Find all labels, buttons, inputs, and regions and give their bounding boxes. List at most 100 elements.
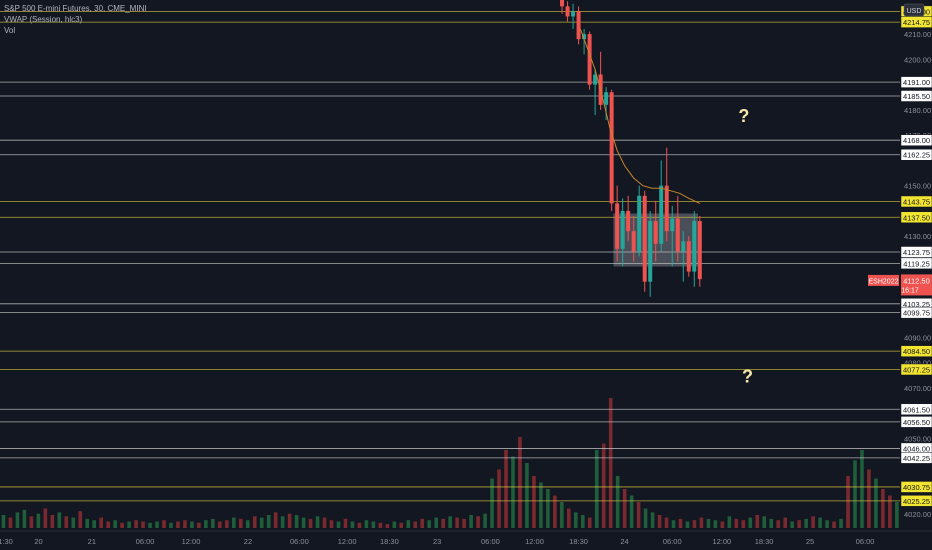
volume-bar <box>315 516 320 528</box>
volume-bar <box>888 495 892 528</box>
candle <box>615 185 620 262</box>
volume-bar <box>329 520 334 528</box>
volume-bar <box>497 469 501 528</box>
volume-bar <box>85 518 90 528</box>
volume-bar <box>720 521 725 528</box>
price-axis-layer[interactable]: 4020.004050.004070.004080.004090.004110.… <box>868 0 932 550</box>
volume-bar <box>183 520 187 528</box>
volume-bar <box>811 516 815 528</box>
volume-bar <box>134 520 138 528</box>
volume-bar <box>762 516 767 528</box>
volume-bar <box>734 518 739 528</box>
volume-bar <box>406 520 411 528</box>
volume-bar <box>776 520 781 528</box>
price-tick-label: 4150.00 <box>904 182 931 191</box>
volume-bar <box>392 521 397 528</box>
time-tick-label: 12:00 <box>712 537 731 546</box>
price-tick-label: 4070.00 <box>904 384 931 393</box>
volume-bar <box>162 520 166 528</box>
volume-bar <box>155 521 159 528</box>
volume-bar <box>678 518 683 528</box>
level-price-label: 4123.75 <box>903 248 930 257</box>
candle <box>675 195 680 262</box>
level-price-badge <box>900 495 932 507</box>
volume-bar <box>127 521 131 528</box>
vwap-line <box>579 28 701 204</box>
candle <box>593 69 598 115</box>
volume-bar <box>259 517 264 528</box>
time-tick-label: 18:30 <box>755 537 774 546</box>
level-price-badge <box>900 345 932 357</box>
volume-bar <box>169 522 173 528</box>
price-tick-label: 4200.00 <box>904 55 931 64</box>
volume-bar <box>371 521 376 528</box>
legend-symbol[interactable]: S&P 500 E-mini Futures, 30, CME_MINI <box>4 4 147 13</box>
candle-body <box>675 218 680 252</box>
volume-bar <box>469 515 473 528</box>
time-tick-label: 18:30 <box>380 537 399 546</box>
level-price-label: 4168.00 <box>903 136 930 145</box>
level-price-label: 4077.25 <box>903 365 930 374</box>
level-price-badge <box>900 416 932 428</box>
candle-body <box>642 195 647 282</box>
volume-bar <box>804 518 808 528</box>
time-tick-label: 12:00 <box>338 537 357 546</box>
candle-body <box>664 185 669 232</box>
volume-bar <box>580 515 585 528</box>
level-price-badge <box>900 363 932 376</box>
legend-vwap[interactable]: VWAP (Session, hlc3) <box>4 15 83 24</box>
volume-bar <box>504 450 508 528</box>
volume-bar <box>141 521 145 528</box>
candle <box>576 6 581 45</box>
time-tick-label: 12:00 <box>525 537 544 546</box>
volume-bar <box>385 524 390 528</box>
level-price-label: 4056.50 <box>903 418 930 427</box>
currency-badge <box>903 3 925 17</box>
volume-bar <box>413 521 418 528</box>
candle <box>642 190 647 292</box>
volume-bar <box>148 522 152 528</box>
candle <box>637 185 642 257</box>
level-price-badge <box>900 306 932 319</box>
volume-bar <box>378 522 383 528</box>
volume-bar <box>357 522 362 528</box>
volume-bar <box>699 517 704 528</box>
symbol-label: ESH2022 <box>869 278 899 285</box>
level-price-badge <box>900 481 932 493</box>
candle <box>582 29 587 55</box>
volume-bar <box>874 478 878 528</box>
candle-body <box>565 6 570 17</box>
candle <box>686 236 691 277</box>
level-price-label: 4191.00 <box>903 78 930 87</box>
volume-bar <box>790 521 794 528</box>
candle-body <box>637 195 642 252</box>
volume-bar <box>650 512 655 528</box>
candle <box>560 0 565 14</box>
time-tick-label: 24 <box>620 537 628 546</box>
candle-body <box>571 11 576 17</box>
volume-bar <box>350 521 355 528</box>
candle <box>587 31 592 90</box>
volume-bar <box>462 518 466 528</box>
time-axis-background <box>0 531 932 550</box>
time-axis-layer[interactable]: 1:30 20 21 06:00 12:00 22 06:00 12:00 18:30 23 06:… <box>0 530 932 550</box>
volume-bar <box>748 517 753 528</box>
candle <box>571 3 576 30</box>
symbol-tag <box>868 274 899 286</box>
volume-bar <box>294 515 299 528</box>
volume-bar <box>532 476 536 528</box>
candle-body <box>576 11 581 40</box>
volume-bar <box>539 482 543 528</box>
volume-bar <box>15 512 20 528</box>
volume-bar <box>476 516 480 528</box>
volume-bar <box>518 437 522 528</box>
candle-body <box>593 74 598 85</box>
volume-bar <box>176 521 180 528</box>
legend-vol[interactable]: Vol <box>4 26 16 35</box>
level-price-label: 4214.75 <box>903 18 930 27</box>
time-tick-label: 22 <box>244 537 252 546</box>
level-price-badge <box>900 403 932 416</box>
level-price-label: 4042.25 <box>903 454 930 463</box>
